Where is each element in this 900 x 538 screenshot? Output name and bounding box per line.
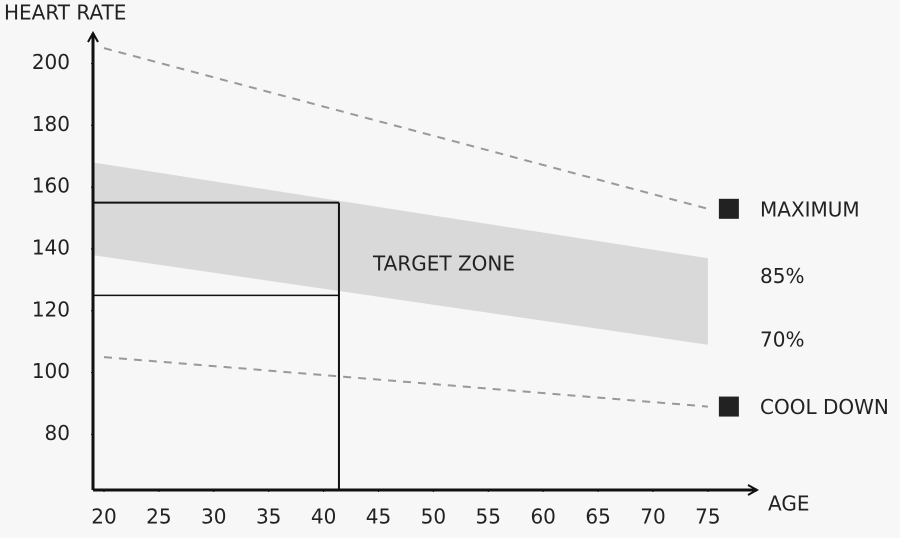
y-tick-label: 80	[45, 421, 70, 445]
y-tick-label: 120	[32, 297, 70, 321]
series-label: COOL DOWN	[760, 395, 889, 419]
series-label: MAXIMUM	[760, 197, 860, 221]
lower-label: 70%	[760, 327, 804, 351]
x-tick-label: 35	[256, 505, 281, 529]
x-tick-label: 25	[146, 505, 171, 529]
x-tick-label: 55	[476, 505, 501, 529]
y-tick-label: 140	[32, 235, 70, 259]
x-tick-label: 30	[201, 505, 226, 529]
x-tick-label: 65	[585, 505, 610, 529]
y-tick-label: 180	[32, 112, 70, 136]
x-tick-label: 20	[91, 505, 116, 529]
y-axis-label: HEART RATE	[4, 1, 126, 25]
band-label: TARGET ZONE	[372, 252, 515, 276]
x-axis-label: AGE	[768, 492, 809, 516]
series-marker	[718, 396, 739, 417]
series-marker	[718, 198, 739, 219]
target-zone	[93, 162, 708, 345]
x-tick-label: 45	[366, 505, 391, 529]
x-tick-label: 75	[695, 505, 720, 529]
series-line	[103, 356, 708, 408]
y-tick-label: 100	[32, 359, 70, 383]
upper-label: 85%	[760, 264, 804, 288]
x-tick-label: 50	[421, 505, 446, 529]
x-tick-label: 70	[640, 505, 665, 529]
y-tick-label: 160	[32, 174, 70, 198]
plot: TARGET ZONE	[93, 162, 708, 490]
x-tick-label: 40	[311, 505, 336, 529]
y-tick-label: 200	[32, 50, 70, 74]
x-tick-label: 60	[530, 505, 555, 529]
